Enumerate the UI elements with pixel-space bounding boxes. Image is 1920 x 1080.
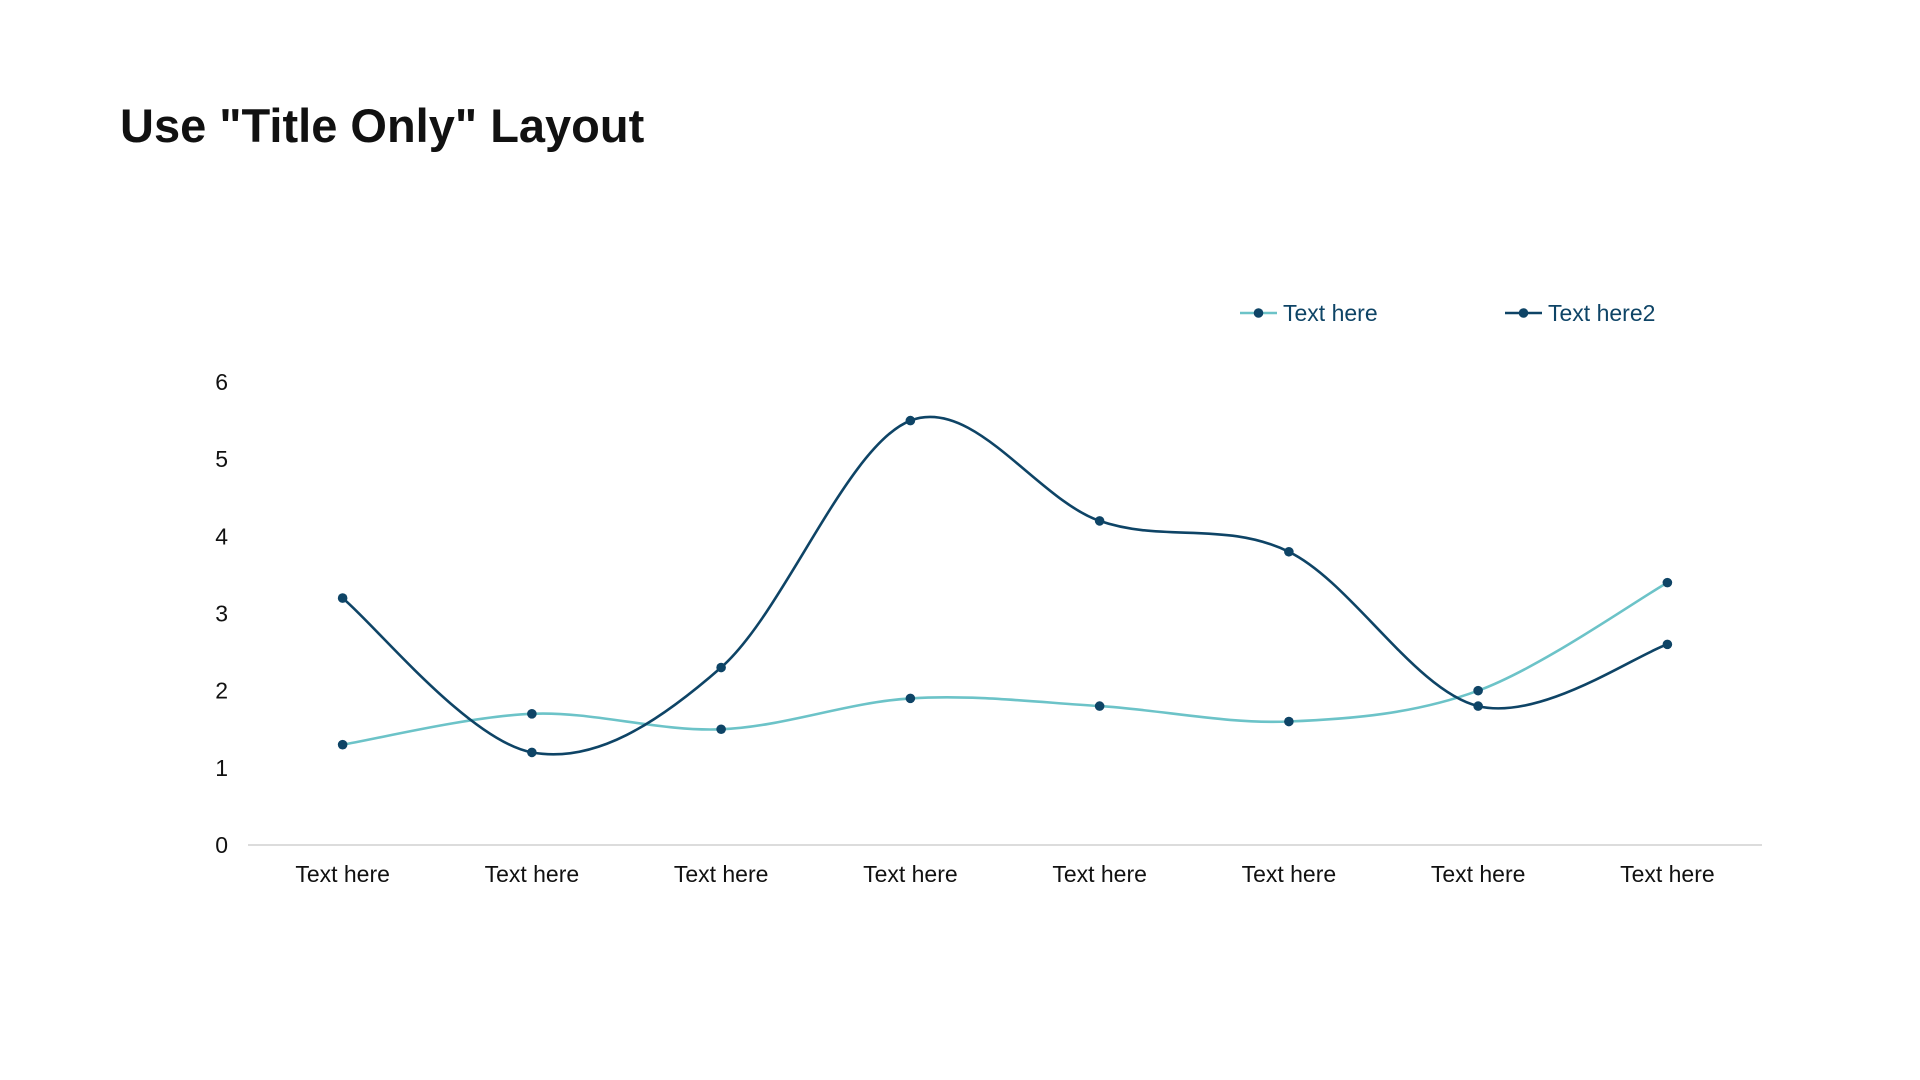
series-2-point (1662, 639, 1673, 650)
series-2-point (716, 662, 726, 673)
series-1-point (1094, 701, 1105, 711)
legend-label: Text here2 (1548, 300, 1655, 326)
series-2-point (1284, 546, 1294, 557)
series-1-point (527, 709, 537, 719)
series-1-point (905, 693, 916, 704)
series-1-point (337, 739, 348, 750)
series-2-point (1094, 516, 1105, 526)
y-tick-label: 2 (215, 678, 228, 704)
x-tick-label: Text here (1242, 861, 1337, 887)
series-line-2 (341, 415, 1669, 756)
y-tick-label: 5 (215, 446, 228, 472)
x-tick-label: Text here (485, 861, 580, 887)
legend-swatch-marker (1518, 308, 1529, 318)
series-2-point (905, 415, 916, 426)
x-tick-label: Text here (674, 861, 769, 887)
x-tick-label: Text here (1431, 861, 1526, 887)
y-tick-label: 4 (215, 523, 228, 549)
y-tick-label: 6 (215, 369, 228, 395)
y-axis: 0 1 2 3 4 5 6 (215, 369, 228, 858)
series-layer (337, 415, 1673, 758)
y-tick-label: 1 (215, 755, 228, 781)
x-tick-label: Text here (295, 861, 390, 887)
series-1-point (1284, 716, 1294, 727)
legend-item-1: Text here (1240, 300, 1378, 326)
x-tick-label: Text here (1620, 861, 1715, 887)
y-tick-label: 0 (215, 832, 228, 858)
x-tick-label: Text here (863, 861, 958, 887)
y-tick-label: 3 (215, 601, 228, 627)
series-1-point (1662, 577, 1673, 588)
series-2-point (527, 747, 537, 758)
series-1-point (1473, 685, 1483, 696)
series-line-1 (341, 581, 1669, 746)
legend-swatch-marker (1253, 308, 1264, 318)
series-2-point (1473, 701, 1483, 711)
x-tick-label: Text here (1052, 861, 1147, 887)
legend-label: Text here (1283, 300, 1378, 326)
slide-title: Use "Title Only" Layout (120, 99, 645, 152)
legend-item-2: Text here2 (1505, 300, 1655, 326)
series-2-point (337, 593, 348, 603)
series-1-point (716, 724, 726, 735)
x-axis: Text here Text here Text here Text here Text… (248, 844, 1762, 887)
legend: Text here Text here2 (1240, 300, 1655, 326)
